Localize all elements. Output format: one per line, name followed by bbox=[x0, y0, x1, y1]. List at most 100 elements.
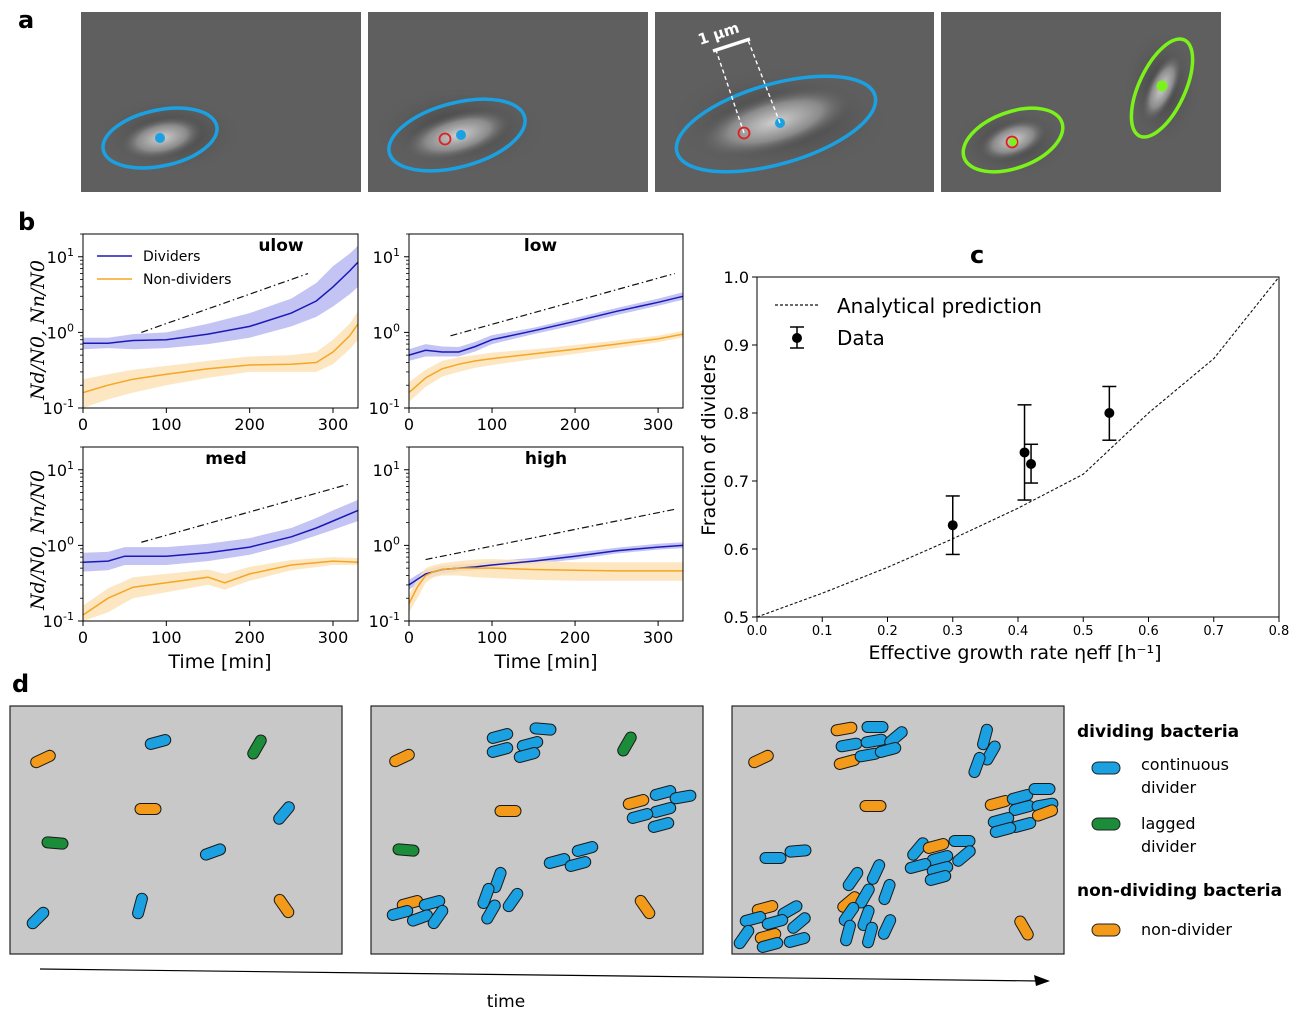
x-tick-label: 300 bbox=[318, 415, 349, 434]
x-tick-label: 0 bbox=[78, 628, 88, 647]
plot-frame bbox=[82, 233, 359, 409]
cell-outline bbox=[1129, 37, 1195, 139]
x-tick-label: 0.2 bbox=[877, 624, 898, 639]
x-tick-label: 0.7 bbox=[1203, 624, 1224, 639]
y-tick-label: 0.8 bbox=[724, 404, 749, 423]
data-point bbox=[1102, 385, 1117, 441]
micrograph-frame-2 bbox=[368, 12, 648, 192]
continuous-divider-cell bbox=[759, 852, 787, 864]
x-tick-label: 200 bbox=[560, 415, 591, 434]
x-tick-label: 0.8 bbox=[1269, 624, 1290, 639]
series-line-non-dividers bbox=[82, 323, 359, 394]
non-divider-cell bbox=[748, 749, 774, 769]
continuous-divider-cell bbox=[647, 817, 675, 833]
continuous-divider-cell bbox=[840, 919, 856, 947]
x-tick-label: 0.3 bbox=[942, 624, 963, 639]
continuous-divider-cell bbox=[862, 921, 878, 949]
non-divider-cell bbox=[922, 838, 950, 854]
x-tick-label: 0.1 bbox=[812, 624, 833, 639]
series-line-non-dividers bbox=[408, 333, 684, 394]
legend-dividers: Dividers bbox=[143, 249, 200, 265]
cell-center-marker bbox=[1156, 80, 1168, 92]
non-divider-cell bbox=[1014, 915, 1034, 941]
y-tick-label: 101 bbox=[47, 246, 74, 267]
data-point bbox=[1017, 404, 1032, 501]
continuous-divider-cell bbox=[406, 909, 434, 927]
growth-plot-ulow: 0 100 200 300 10-1 100 101 ulow bbox=[43, 233, 359, 434]
non-divider-cell bbox=[622, 794, 650, 810]
guide-line bbox=[141, 483, 350, 543]
continuous-divider-cell bbox=[877, 914, 897, 940]
continuous-divider-cell bbox=[981, 740, 1001, 766]
panel-b-legend: Dividers Non-dividers bbox=[97, 249, 231, 288]
continuous-divider-cell bbox=[564, 856, 592, 872]
plot-title: med bbox=[205, 449, 246, 469]
series-band-non-dividers bbox=[409, 330, 683, 402]
y-tick-label: 101 bbox=[47, 459, 74, 480]
y-tick-label: 0.9 bbox=[724, 336, 749, 355]
continuous-divider-cell bbox=[904, 858, 932, 874]
plot-frame bbox=[408, 233, 684, 409]
growth-plot-high: 0 100 200 300 10-1 100 101 high bbox=[369, 446, 684, 647]
time-label: time bbox=[487, 992, 525, 1011]
continuous-divider-cell bbox=[756, 937, 784, 953]
plot-title: ulow bbox=[258, 236, 304, 256]
continuous-divider-cell bbox=[989, 822, 1017, 838]
panel-b-xlabel-right: Time [min] bbox=[493, 651, 597, 673]
x-tick-label: 200 bbox=[234, 415, 265, 434]
non-divider-cell bbox=[634, 894, 656, 920]
y-tick-label: 10-1 bbox=[369, 397, 400, 418]
series-line-non-dividers bbox=[408, 567, 683, 604]
continuous-divider-cell bbox=[199, 843, 227, 861]
non-divider-cell bbox=[134, 803, 162, 815]
x-tick-label: 300 bbox=[318, 628, 349, 647]
continuous-divider-cell bbox=[733, 924, 755, 950]
non-divider-cell bbox=[859, 800, 887, 812]
panel-b-ylabel-bottom: Nd/N0, Nn/N0 bbox=[27, 470, 49, 611]
y-tick-label: 100 bbox=[47, 534, 74, 555]
continuous-divider-cell bbox=[861, 721, 889, 733]
x-tick-label: 300 bbox=[643, 628, 674, 647]
x-tick-label: 0 bbox=[404, 415, 414, 434]
continuous-divider-cell bbox=[761, 914, 789, 930]
y-tick-label: 101 bbox=[373, 246, 400, 267]
x-tick-label: 100 bbox=[477, 628, 508, 647]
cell-center-marker bbox=[155, 133, 165, 143]
lagged-divider-icon bbox=[1091, 817, 1121, 831]
panel-a: 1 μm bbox=[81, 12, 1221, 192]
continuous-divider-cell bbox=[649, 785, 677, 801]
legend-title-nondividing: non-dividing bacteria bbox=[1077, 881, 1282, 901]
legend-analytical-prediction: Analytical prediction bbox=[837, 294, 1042, 318]
continuous-divider-cell bbox=[874, 742, 902, 758]
origin-marker bbox=[1005, 135, 1019, 149]
y-tick-label: 1.0 bbox=[724, 268, 749, 287]
continuous-divider-cell bbox=[481, 899, 501, 925]
lagged-divider-cell bbox=[617, 731, 637, 757]
plot-frame bbox=[82, 446, 359, 622]
legend-lagged-divider: lagged divider bbox=[1141, 814, 1197, 856]
cell-center-marker bbox=[1009, 138, 1017, 146]
cell-center-marker bbox=[456, 130, 466, 140]
panel-d-legend: dividing bacteria continuous divider lagg… bbox=[1077, 722, 1282, 939]
origin-marker bbox=[737, 126, 751, 140]
y-tick-label: 0.6 bbox=[724, 540, 749, 559]
series-band-dividers bbox=[83, 499, 358, 572]
data-point bbox=[1024, 443, 1039, 484]
panel-b-ylabel-top: Nd/N0, Nn/N0 bbox=[27, 260, 49, 401]
scale-bar bbox=[712, 37, 751, 53]
continuous-divider-cell bbox=[386, 905, 414, 921]
non-divider-cell bbox=[273, 893, 295, 919]
continuous-divider-icon bbox=[1091, 761, 1121, 775]
y-tick-label: 10-1 bbox=[43, 397, 74, 418]
y-tick-label: 100 bbox=[373, 534, 400, 555]
non-divider-cell bbox=[389, 748, 415, 768]
continuous-divider-cell bbox=[626, 808, 654, 824]
panel-c-legend: Analytical prediction Data bbox=[775, 294, 1042, 350]
series-line-dividers bbox=[408, 295, 684, 356]
series-band-non-dividers bbox=[83, 311, 358, 408]
legend-data: Data bbox=[837, 326, 885, 350]
continuous-divider-cell bbox=[132, 892, 148, 920]
y-tick-label: 10-1 bbox=[43, 610, 74, 631]
plot-frame bbox=[756, 276, 1280, 618]
x-tick-label: 100 bbox=[477, 415, 508, 434]
